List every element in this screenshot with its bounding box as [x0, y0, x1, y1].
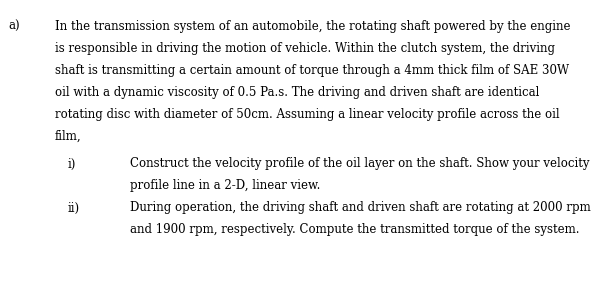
Text: In the transmission system of an automobile, the rotating shaft powered by the e: In the transmission system of an automob…	[55, 20, 571, 33]
Text: shaft is transmitting a certain amount of torque through a 4mm thick film of SAE: shaft is transmitting a certain amount o…	[55, 64, 569, 77]
Text: is responsible in driving the motion of vehicle. Within the clutch system, the d: is responsible in driving the motion of …	[55, 42, 555, 55]
Text: Construct the velocity profile of the oil layer on the shaft. Show your velocity: Construct the velocity profile of the oi…	[130, 158, 589, 170]
Text: and 1900 rpm, respectively. Compute the transmitted torque of the system.: and 1900 rpm, respectively. Compute the …	[130, 224, 580, 236]
Text: oil with a dynamic viscosity of 0.5 Pa.s. The driving and driven shaft are ident: oil with a dynamic viscosity of 0.5 Pa.s…	[55, 86, 539, 99]
Text: rotating disc with diameter of 50cm. Assuming a linear velocity profile across t: rotating disc with diameter of 50cm. Ass…	[55, 108, 560, 121]
Text: a): a)	[8, 20, 20, 33]
Text: ii): ii)	[68, 202, 80, 214]
Text: i): i)	[68, 158, 76, 170]
Text: During operation, the driving shaft and driven shaft are rotating at 2000 rpm: During operation, the driving shaft and …	[130, 202, 591, 214]
Text: film,: film,	[55, 130, 82, 143]
Text: profile line in a 2-D, linear view.: profile line in a 2-D, linear view.	[130, 179, 320, 193]
